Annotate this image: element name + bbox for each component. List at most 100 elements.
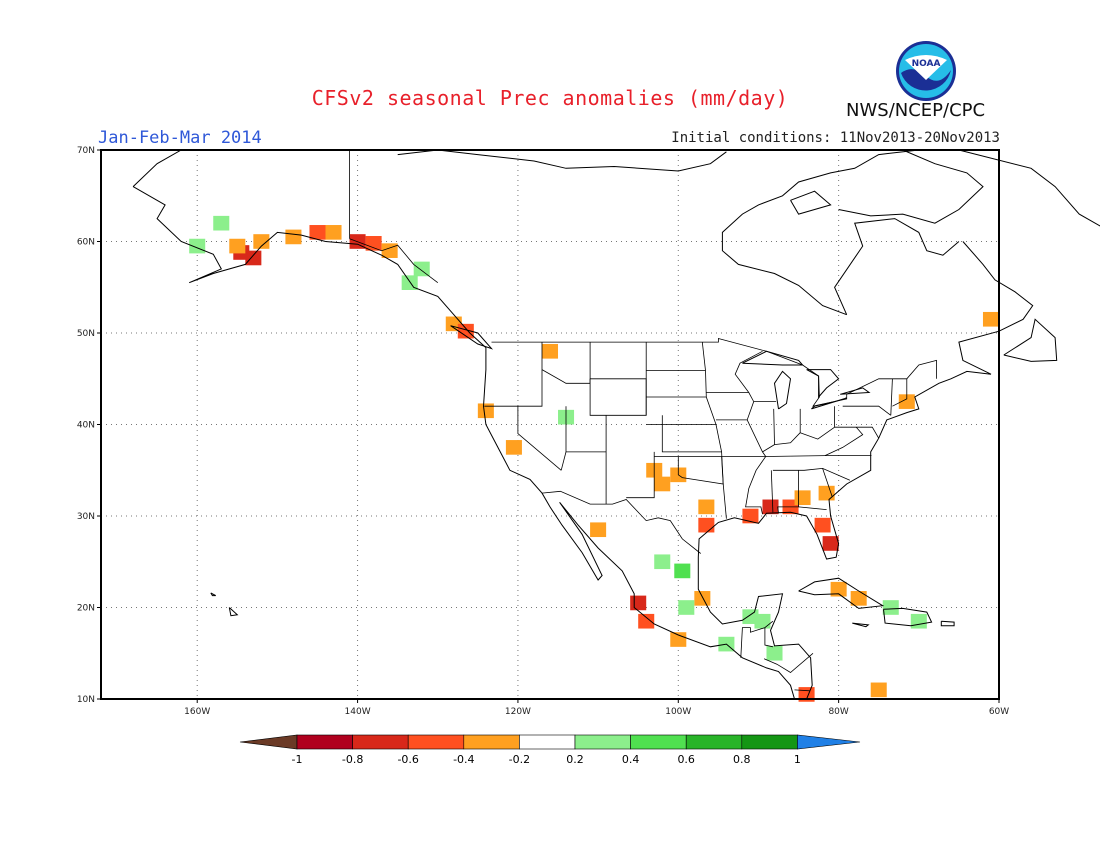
lat-tick-label: 20N: [77, 604, 95, 614]
anomaly-cell: [678, 600, 695, 615]
border-line: [560, 451, 567, 471]
border-line: [484, 342, 543, 407]
colorbar: -1 -0.8 -0.6 -0.4 -0.2 0.2 0.4 0.6 0.8 1: [239, 734, 861, 766]
border-line: [842, 405, 892, 416]
anomaly-cell: [814, 517, 831, 533]
lat-tick-label: 30N: [77, 512, 95, 522]
coastline: [806, 369, 840, 399]
colorbar-segment: [407, 734, 465, 750]
anomaly-cell: [365, 236, 382, 251]
colorbar-segment: [685, 734, 743, 750]
coastline: [773, 370, 792, 410]
forecast-period: Jan-Feb-Mar 2014: [98, 128, 262, 148]
colorbar-segment: [296, 734, 353, 750]
border-line: [721, 419, 767, 457]
colorbar-label: 1: [794, 753, 801, 766]
coastline: [697, 241, 1034, 700]
latitude-labels: 10N 20N 30N 40N 50N 60N 70N: [77, 146, 101, 705]
colorbar-segment: [574, 734, 631, 750]
border-line: [541, 342, 591, 384]
anomaly-cell: [654, 476, 671, 492]
border-line: [794, 689, 810, 692]
anomaly-cell: [762, 499, 779, 515]
coastline: [1003, 318, 1058, 362]
anomaly-cell: [870, 682, 887, 698]
colorbar-segment: [352, 734, 409, 750]
border-line: [892, 378, 908, 407]
border-line: [589, 378, 647, 416]
border-line: [541, 490, 701, 554]
border-line: [706, 392, 755, 421]
anomaly-cell: [638, 613, 655, 629]
anomaly-cell: [766, 645, 783, 661]
border-line: [654, 456, 724, 485]
border-line: [626, 451, 655, 499]
colorbar-label: -0.4: [453, 753, 474, 766]
anomaly-cell: [253, 234, 270, 249]
border-line: [798, 506, 827, 510]
anomaly-cell: [590, 522, 607, 538]
lon-tick-label: 140W: [345, 707, 371, 717]
border-line: [565, 406, 607, 453]
anomaly-cell: [381, 243, 398, 258]
colorbar-label: -1: [292, 753, 303, 766]
anomaly-cell: [309, 225, 326, 240]
coastline: [883, 607, 933, 627]
border-line: [774, 408, 801, 445]
lat-tick-label: 10N: [77, 695, 95, 705]
coastline: [742, 350, 804, 366]
border-line: [745, 456, 767, 515]
initial-conditions: Initial conditions: 11Nov2013-20Nov2013: [671, 130, 1000, 146]
anomaly-cell: [850, 591, 867, 606]
coastline: [811, 397, 847, 410]
border-line: [777, 470, 799, 514]
anomaly-cell: [898, 394, 915, 409]
lat-tick-label: 70N: [77, 146, 95, 156]
anomaly-cells: [189, 215, 999, 702]
coastline: [450, 325, 494, 350]
coastline: [798, 577, 885, 609]
colorbar-label: -0.6: [397, 753, 418, 766]
anomaly-cell: [910, 613, 927, 629]
anomaly-cell: [982, 311, 999, 327]
border-line: [770, 470, 774, 513]
border-line: [491, 337, 937, 407]
anomaly-cell: [654, 554, 671, 570]
colorbar-segment: [630, 734, 687, 750]
map-gridlines: [101, 150, 999, 699]
longitude-labels: 160W 140W 120W 100W 80W 60W: [184, 699, 1009, 717]
anomaly-cell: [541, 343, 559, 359]
anomaly-cell: [630, 595, 647, 611]
coastline: [210, 592, 216, 597]
border-line: [762, 408, 775, 453]
anomaly-cell: [401, 275, 418, 290]
border-line: [890, 378, 893, 416]
border-line: [822, 468, 833, 497]
border-line: [772, 467, 851, 481]
anomaly-cell: [457, 323, 474, 339]
anomaly-cell: [413, 261, 430, 277]
anomaly-cell: [674, 563, 691, 579]
lon-tick-label: 60W: [989, 707, 1009, 717]
colorbar-segment: [519, 734, 576, 750]
anomaly-cell: [882, 600, 899, 615]
colorbar-label: 0.6: [677, 753, 695, 766]
colorbar-low-arrow: [239, 734, 298, 750]
anomaly-cell: [698, 499, 715, 515]
colorbar-segment: [463, 734, 520, 750]
colorbar-label: 0.8: [733, 753, 751, 766]
coastline: [838, 149, 984, 224]
border-line: [824, 426, 864, 456]
coastline: [132, 186, 795, 700]
noaa-logo: NOAA: [895, 40, 957, 106]
anomaly-cell: [229, 238, 246, 254]
anomaly-cell: [698, 517, 715, 533]
coastline: [840, 387, 871, 395]
coastline: [721, 149, 919, 316]
anomaly-cell: [818, 485, 835, 501]
border-line: [764, 627, 773, 648]
coastline: [397, 149, 727, 172]
anomaly-cell: [742, 508, 759, 524]
coastline: [958, 149, 1100, 227]
